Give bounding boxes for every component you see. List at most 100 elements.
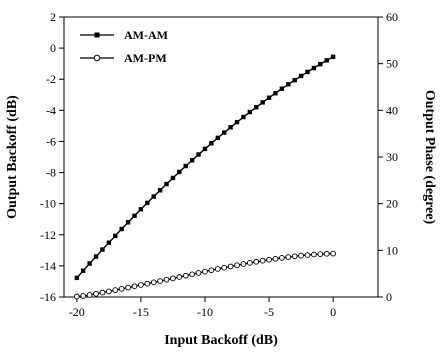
data-point [176,274,183,280]
data-point [241,114,246,120]
y2-tick-label: 20 [386,197,398,211]
legend-label: AM-AM [124,28,168,42]
axes: -20 -15 -10 -5 020-2-4-6-8-10-12-14-16605040… [40,10,398,319]
y-tick-label: 2 [50,10,56,24]
y-tick-label: -4 [46,103,56,117]
data-point [196,152,201,157]
y2-tick-label: 40 [386,103,398,117]
data-point [208,267,215,274]
y-tick-label: -8 [46,166,56,180]
data-point [145,200,150,206]
data-point [202,268,208,275]
data-point [195,270,202,276]
data-point [119,226,124,232]
data-point [247,109,253,115]
legend-label: AM-PM [124,51,167,65]
data-point [318,61,323,67]
data-point [291,253,298,260]
y-tick-label: 0 [50,41,56,55]
y2-axis-label: Output Phase (degree) [422,90,437,225]
data-point [73,293,80,300]
y2-tick-label: 30 [386,150,398,164]
data-point [100,247,105,252]
data-point [138,207,144,212]
data-point [330,250,336,257]
data-point [273,91,278,96]
data-point [138,282,144,288]
data-point [163,276,170,283]
data-point [151,194,156,199]
x-tick-label: -10 [197,305,213,319]
data-point [215,135,220,141]
data-point [234,262,240,269]
legend: AM-AM AM-PM [80,28,168,65]
data-point [182,272,189,279]
data-point [81,268,86,273]
data-point [132,213,137,218]
data-point [254,105,259,110]
y-tick-label: -10 [40,197,56,211]
series-am-pm [73,250,336,300]
data-point [209,141,214,146]
data-point [106,288,112,295]
data-point [87,261,92,266]
data-point [202,146,208,152]
data-point [253,258,260,265]
y2-tick-label: 60 [386,10,398,24]
data-point [240,261,247,267]
legend-marker [93,54,101,62]
data-point [93,254,99,259]
x-tick-label: -15 [133,305,149,319]
data-point [305,69,310,75]
data-point [170,275,176,282]
data-point [74,275,80,281]
data-point [112,287,119,293]
data-point [177,169,182,175]
data-point [80,293,87,299]
data-point [317,251,324,257]
data-point [183,163,188,169]
y-tick-label: -2 [46,72,56,86]
series-line [76,56,334,279]
y2-tick-label: 50 [386,57,398,71]
series-am-am [74,54,336,281]
data-point [157,278,163,284]
y2-tick-label: 10 [386,243,398,257]
data-point [164,181,169,187]
data-point [189,271,196,278]
data-point [157,188,163,193]
y-tick-label: -12 [40,228,56,242]
data-point [113,233,118,239]
y-tick-label: -16 [40,290,56,304]
data-point [131,283,138,290]
y-tick-label: -6 [46,134,56,148]
data-point [266,95,272,100]
data-point [323,250,330,257]
y-tick-label: -14 [40,259,56,273]
data-point [311,251,317,258]
data-point [170,175,176,181]
data-point [311,65,317,71]
data-point [234,119,240,125]
data-point [99,289,106,296]
data-point [330,54,336,60]
data-point [272,255,279,262]
data-point [86,292,93,298]
data-point [259,257,266,264]
legend-marker [94,32,100,38]
data-point [214,266,221,272]
y2-tick-label: 0 [386,290,392,304]
data-point [298,73,304,79]
data-point [266,256,272,263]
y-axis-label: Output Backoff (dB) [5,95,20,219]
data-point [324,58,329,63]
data-point [279,254,285,261]
x-tick-label: 0 [330,305,336,319]
data-point [304,252,311,258]
data-point [118,285,125,292]
data-point [125,284,131,291]
data-point [93,290,99,297]
data-point [222,130,227,135]
data-point [298,252,304,259]
